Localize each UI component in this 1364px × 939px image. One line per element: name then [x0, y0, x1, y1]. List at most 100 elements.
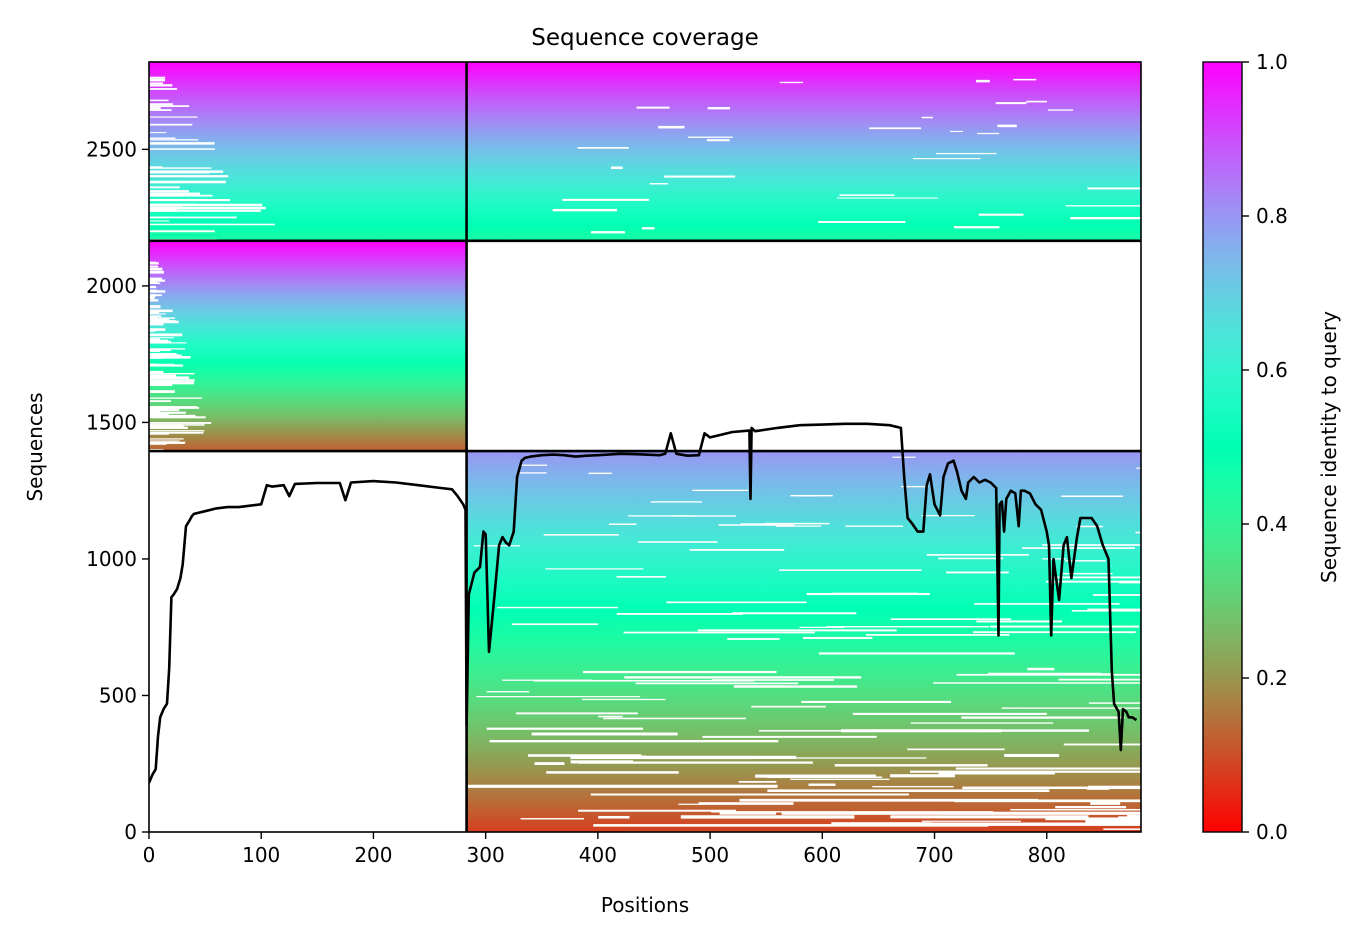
alignment-gap [687, 136, 733, 138]
alignment-gap [664, 175, 736, 178]
colorbar [1202, 61, 1243, 833]
alignment-gap [1004, 753, 1060, 757]
alignment-gap [149, 88, 178, 90]
y-tick-label: 1000 [86, 547, 137, 571]
alignment-gap [149, 400, 172, 403]
alignment-gap [956, 673, 1141, 676]
alignment-gap [818, 221, 906, 224]
alignment-gap [515, 712, 638, 715]
alignment-gap [1050, 576, 1141, 579]
alignment-gap [149, 199, 231, 202]
x-tick-label: 800 [1028, 843, 1066, 867]
x-tick-label: 600 [803, 843, 841, 867]
y-axis-ticks: 0 500 1000 1500 2000 2500 [86, 137, 149, 844]
alignment-gap [1086, 788, 1110, 790]
alignment-gap [149, 277, 160, 280]
empty-region [149, 451, 467, 832]
y-axis-label: Sequences [23, 392, 47, 501]
alignment-gap [593, 824, 989, 827]
alignment-gap [1065, 560, 1106, 562]
alignment-gap [149, 313, 166, 315]
x-axis-ticks: 0 100 200 300 400 500 600 700 800 [143, 832, 1066, 867]
alignment-gap [588, 472, 612, 474]
alignment-gap [650, 501, 703, 503]
alignment-gap [616, 576, 666, 578]
alignment-gap [978, 213, 1024, 216]
alignment-gap [832, 592, 919, 595]
alignment-gap [149, 318, 170, 322]
alignment-gap [767, 789, 1050, 793]
alignment-gap [1091, 819, 1118, 823]
alignment-gap [751, 705, 826, 708]
alignment-gap [1061, 495, 1124, 497]
alignment-gap [954, 226, 1000, 229]
alignment-gap [869, 127, 922, 130]
alignment-gap [1060, 572, 1113, 575]
alignment-gap [1071, 610, 1141, 612]
alignment-gap [808, 783, 836, 786]
alignment-gap [577, 147, 629, 149]
alignment-gap [149, 333, 183, 337]
alignment-gap [672, 515, 736, 517]
alignment-gap [546, 771, 679, 774]
alignment-gap [689, 548, 785, 551]
alignment-gap [149, 414, 196, 417]
x-axis-label: Positions [601, 893, 689, 917]
alignment-gap [841, 729, 1002, 733]
alignment-gap [1136, 467, 1141, 469]
alignment-gap [852, 712, 1047, 716]
alignment-gap [149, 424, 184, 428]
alignment-gap [598, 815, 630, 819]
alignment-gap [149, 262, 159, 265]
alignment-gap [149, 407, 180, 412]
alignment-gap [790, 494, 833, 497]
alignment-gap [149, 132, 167, 134]
alignment-gap [149, 340, 171, 344]
alignment-gap [545, 568, 644, 570]
alignment-gap [149, 167, 212, 169]
alignment-gap [149, 370, 164, 374]
alignment-gap [670, 676, 780, 679]
alignment-gap [149, 105, 190, 107]
alignment-gap [533, 679, 755, 682]
alignment-gap [872, 785, 954, 788]
alignment-gap [531, 732, 678, 736]
alignment-gap [949, 130, 963, 133]
alignment-gap [910, 722, 1054, 724]
alignment-gap [543, 534, 619, 536]
alignment-gap [578, 761, 813, 764]
alignment-gap [149, 410, 161, 413]
alignment-gap [933, 682, 1141, 684]
alignment-gap [149, 207, 178, 211]
alignment-gap [149, 406, 200, 409]
alignment-gap [149, 374, 176, 378]
alignment-gap [149, 397, 203, 399]
alignment-gap [603, 717, 746, 720]
x-tick-label: 400 [579, 843, 617, 867]
alignment-gap [149, 78, 166, 82]
alignment-gap [476, 696, 641, 698]
alignment-gap [149, 220, 170, 222]
alignment-gap [1001, 707, 1141, 709]
alignment-gap [149, 390, 175, 393]
alignment-gap [818, 652, 1015, 655]
heatmap-block-1 [149, 62, 467, 241]
alignment-gap [946, 571, 1009, 574]
alignment-gap [616, 613, 743, 615]
alignment-gap [890, 815, 1089, 819]
alignment-gap [641, 227, 655, 230]
alignment-gap [1087, 608, 1141, 611]
alignment-gap [149, 137, 176, 139]
alignment-gap [518, 472, 547, 474]
alignment-gap [149, 285, 157, 289]
alignment-gap [921, 515, 975, 517]
alignment-gap [739, 798, 1039, 802]
alignment-gap [1090, 801, 1121, 805]
heatmap-block-3 [149, 240, 467, 452]
alignment-gap [1046, 580, 1141, 583]
alignment-gap [1103, 828, 1141, 830]
alignment-gap [149, 438, 184, 440]
alignment-gap [921, 116, 933, 119]
x-tick-label: 100 [242, 843, 280, 867]
